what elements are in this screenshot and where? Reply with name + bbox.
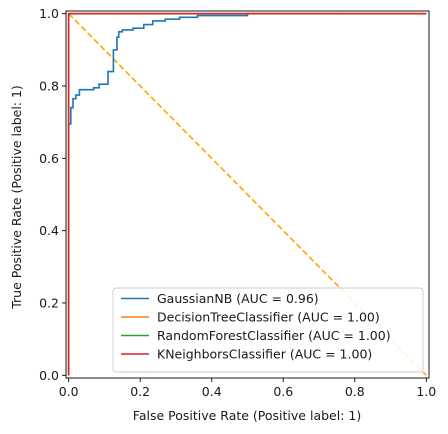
- legend: GaussianNB (AUC = 0.96) DecisionTreeClass…: [112, 287, 424, 373]
- y-tick-label: 1.0: [39, 6, 59, 21]
- series-line-3: [67, 12, 427, 376]
- x-tick-label: 0.6: [273, 384, 293, 399]
- legend-label-1: DecisionTreeClassifier (AUC = 1.00): [157, 310, 380, 325]
- legend-label-2: RandomForestClassifier (AUC = 1.00): [157, 328, 391, 343]
- x-tick-label: 0.8: [345, 384, 365, 399]
- x-axis-label: False Positive Rate (Positive label: 1): [133, 408, 361, 423]
- y-tick-label: 0.8: [39, 79, 59, 94]
- plot-frame: [65, 10, 430, 379]
- y-tick-label: 0.6: [39, 151, 59, 166]
- series-line-0: [67, 12, 341, 376]
- y-axis-label: True Positive Rate (Positive label: 1): [9, 85, 24, 310]
- y-tick-label: 0.2: [39, 295, 59, 310]
- legend-label-3: KNeighborsClassifier (AUC = 1.00): [157, 347, 372, 362]
- x-tick-label: 1.0: [416, 384, 436, 399]
- x-tick-label: 0.2: [130, 384, 150, 399]
- legend-box: [112, 287, 424, 373]
- x-tick-label: 0.0: [59, 384, 79, 399]
- y-tick-label: 0.4: [39, 223, 59, 238]
- x-tick-label: 0.4: [202, 384, 222, 399]
- axes: 0.0 0.2 0.4 0.6 0.8 1.0 0.0 0.2 0.4 0.6 0.8 1.0: [39, 6, 436, 399]
- legend-label-0: GaussianNB (AUC = 0.96): [157, 291, 319, 306]
- y-tick-label: 0.0: [39, 368, 59, 383]
